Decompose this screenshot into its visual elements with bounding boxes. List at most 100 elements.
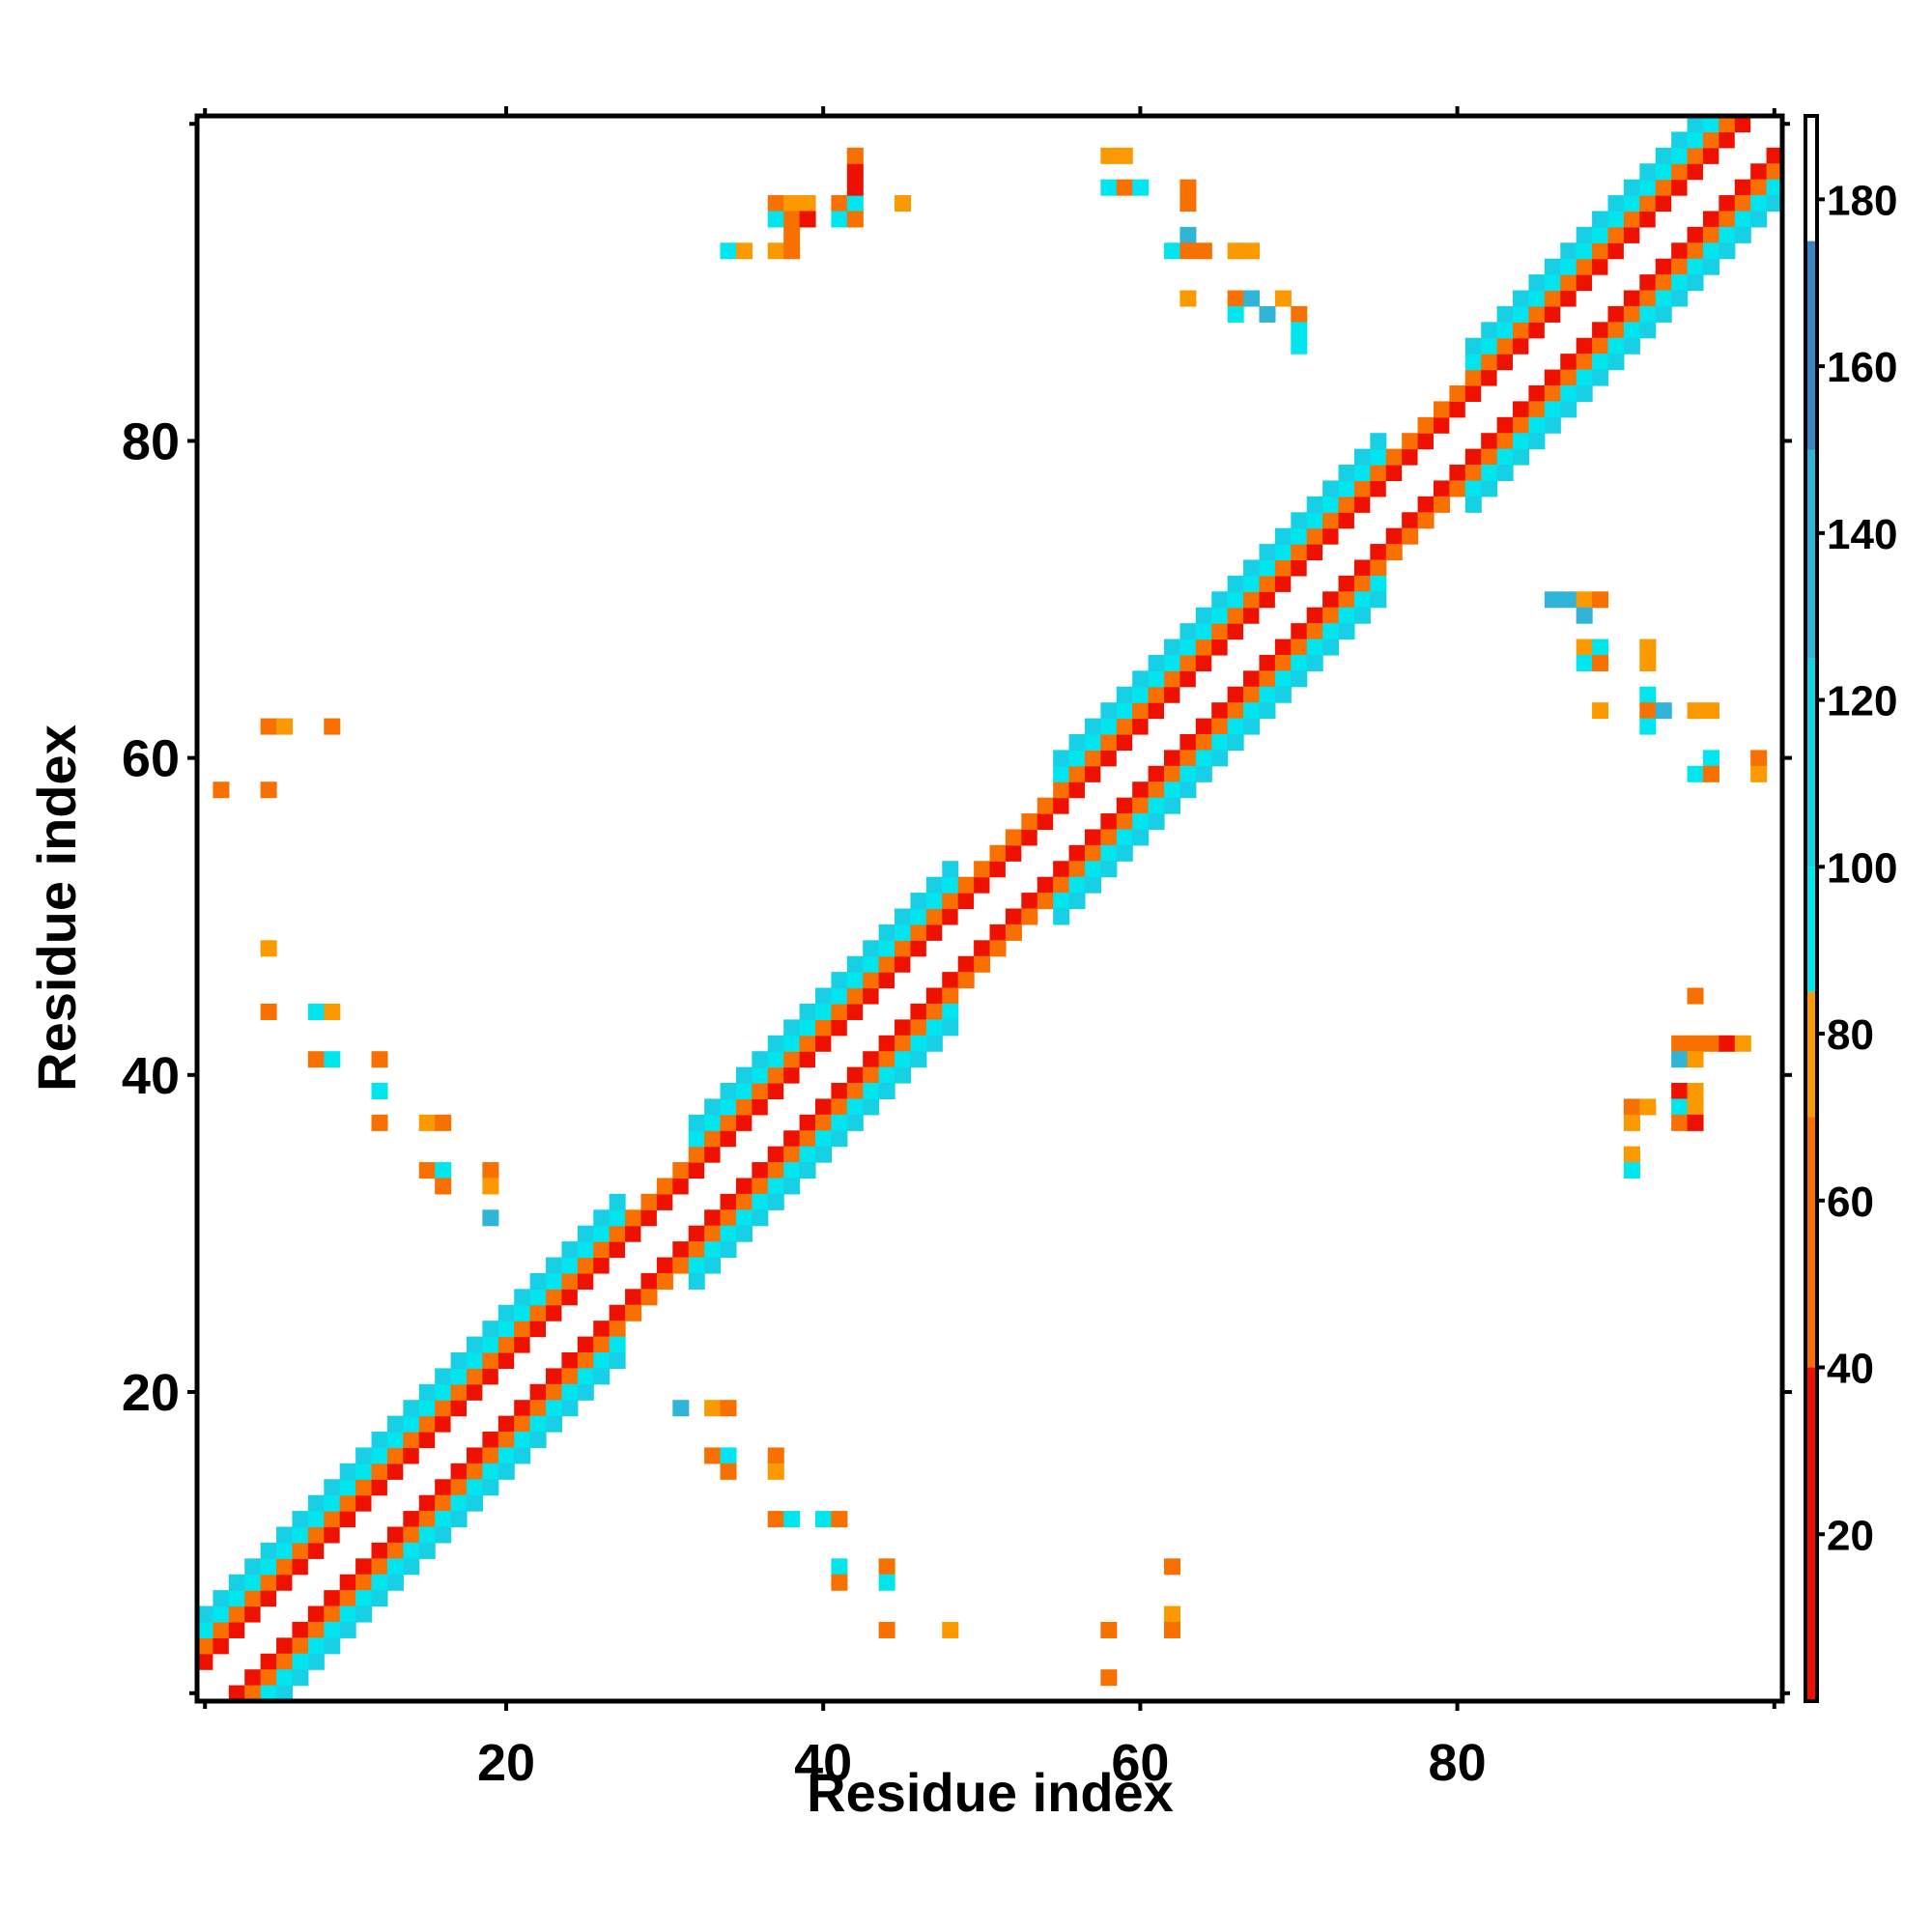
heatmap-cell: [1623, 1114, 1640, 1131]
heatmap-cell: [450, 1494, 468, 1512]
heatmap-cell: [371, 1526, 388, 1544]
heatmap-cell: [1274, 654, 1292, 671]
heatmap-cell: [1338, 559, 1355, 577]
heatmap-cell: [593, 1225, 611, 1242]
heatmap-cell: [767, 1035, 784, 1052]
heatmap-cell: [1227, 718, 1244, 735]
heatmap-cell: [497, 1351, 515, 1369]
heatmap-cell: [514, 1432, 531, 1449]
heatmap-cell: [895, 195, 912, 213]
heatmap-cell: [260, 1637, 277, 1655]
heatmap-cell: [1338, 512, 1355, 529]
heatmap-cell: [1353, 496, 1371, 513]
heatmap-cell: [1053, 908, 1070, 925]
heatmap-cell: [1053, 781, 1070, 799]
heatmap-cell: [863, 955, 880, 973]
heatmap-cell: [1402, 527, 1419, 545]
heatmap-cell: [1291, 575, 1308, 592]
heatmap-cell: [910, 1003, 927, 1020]
heatmap-cell: [1481, 480, 1498, 497]
heatmap-cell: [1037, 829, 1054, 846]
heatmap-cell: [1766, 131, 1783, 149]
heatmap-cell: [1607, 322, 1625, 339]
heatmap-cell: [1655, 147, 1672, 164]
heatmap-cell: [609, 1289, 626, 1306]
heatmap-cell: [324, 718, 341, 735]
heatmap-cell: [1433, 401, 1450, 418]
heatmap-cell: [1464, 448, 1482, 466]
heatmap-cell: [1385, 527, 1403, 545]
heatmap-cell: [435, 1415, 452, 1433]
heatmap-cell: [831, 1083, 848, 1100]
heatmap-cell: [1639, 258, 1657, 275]
heatmap-cell: [1211, 654, 1229, 671]
heatmap-cell: [197, 1637, 214, 1655]
heatmap-cell: [307, 1590, 325, 1607]
colorbar-segment: [1805, 116, 1817, 242]
heatmap-cell: [1639, 702, 1657, 720]
heatmap-cell: [371, 1542, 388, 1559]
heatmap-cell: [799, 1003, 816, 1020]
heatmap-cell: [1021, 893, 1038, 910]
heatmap-cell: [403, 1463, 420, 1480]
heatmap-cell: [260, 1685, 277, 1702]
heatmap-cell: [942, 861, 959, 878]
heatmap-cell: [846, 1066, 864, 1084]
heatmap-cell: [799, 1035, 816, 1052]
heatmap-cell: [1496, 369, 1514, 386]
heatmap-cell: [1148, 750, 1165, 767]
heatmap-cell: [260, 1605, 277, 1623]
heatmap-cell: [1116, 829, 1133, 846]
heatmap-cell: [1449, 416, 1466, 434]
heatmap-cell: [1306, 654, 1323, 671]
heatmap-cell: [435, 1494, 452, 1512]
heatmap-cell: [1607, 211, 1625, 228]
heatmap-cell: [386, 1511, 404, 1528]
heatmap-cell: [799, 1114, 816, 1131]
heatmap-cell: [1084, 765, 1101, 782]
heatmap-cell: [895, 1003, 912, 1020]
heatmap-cell: [403, 1415, 420, 1433]
heatmap-cell: [1544, 416, 1561, 434]
heatmap-cell: [213, 1605, 230, 1623]
heatmap-cell: [1528, 305, 1546, 323]
heatmap-cell: [1592, 354, 1609, 371]
heatmap-cell: [1576, 384, 1593, 402]
heatmap-cell: [1132, 765, 1150, 782]
heatmap-cell: [1132, 797, 1150, 814]
heatmap-cell: [1306, 623, 1323, 640]
colorbar-segment: [1805, 1117, 1817, 1368]
heatmap-cell: [1274, 623, 1292, 640]
heatmap-cell: [276, 1685, 294, 1702]
heatmap-cell: [546, 1415, 563, 1433]
heatmap-cell: [276, 1526, 294, 1544]
heatmap-cell: [831, 1558, 848, 1576]
heatmap-cell: [1148, 654, 1165, 671]
heatmap-cell: [1607, 226, 1625, 243]
heatmap-cell: [546, 1257, 563, 1274]
heatmap-cell: [1513, 401, 1530, 418]
heatmap-cell: [1719, 1035, 1736, 1052]
heatmap-cell: [1148, 670, 1165, 688]
heatmap-cell: [529, 1304, 547, 1321]
heatmap-cell: [244, 1653, 262, 1670]
colorbar-frame: [1804, 114, 1819, 1703]
heatmap-cell: [735, 1193, 753, 1210]
heatmap-cell: [688, 1162, 705, 1179]
heatmap-cell: [1084, 876, 1101, 894]
heatmap-cell: [767, 242, 784, 260]
heatmap-cell: [307, 1526, 325, 1544]
heatmap-cell: [1687, 1098, 1704, 1116]
heatmap-cell: [228, 1590, 245, 1607]
heatmap-cell: [339, 1605, 356, 1623]
heatmap-cell: [1338, 607, 1355, 624]
heatmap-cell: [1179, 179, 1197, 196]
heatmap-cell: [450, 1463, 468, 1480]
heatmap-cell: [577, 1368, 594, 1385]
heatmap-cell: [1243, 702, 1261, 720]
heatmap-cell: [688, 1209, 705, 1227]
heatmap-cell: [1306, 639, 1323, 656]
heatmap-cell: [1053, 861, 1070, 878]
heatmap-cell: [1607, 290, 1625, 307]
